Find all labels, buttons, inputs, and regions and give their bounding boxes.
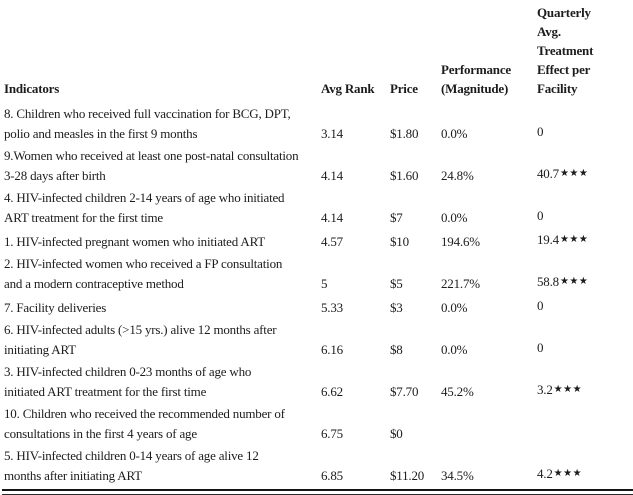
table-row: 10. Children who received the recommende…	[4, 404, 629, 444]
indicator-cell: 1. HIV-infected pregnant women who initi…	[4, 232, 321, 252]
indicator-cell: 10. Children who received the recommende…	[4, 404, 321, 444]
table-row: 6. HIV-infected adults (>15 yrs.) alive …	[4, 320, 629, 360]
indicator-line: polio and measles in the first 9 months	[4, 126, 198, 141]
table-row: 9.Women who received at least one post-n…	[4, 146, 629, 186]
effect-value: 3.2	[537, 382, 553, 397]
performance-value: 45.2%	[441, 384, 474, 399]
price-value: $10	[390, 234, 409, 249]
indicator-line: 2. HIV-infected women who received a FP …	[4, 256, 283, 271]
table-row: 3. HIV-infected children 0-23 months of …	[4, 362, 629, 402]
indicator-line: 4. HIV-infected children 2-14 years of a…	[4, 190, 285, 205]
avg-rank-value: 4.57	[321, 234, 343, 249]
effect-cell: 0	[537, 122, 629, 144]
effect-value: 58.8	[537, 274, 559, 289]
effect-value: 0	[537, 340, 544, 355]
indicator-cell: 8. Children who received full vaccinatio…	[4, 104, 321, 144]
indicator-cell: 7. Facility deliveries	[4, 298, 321, 318]
effect-value: 0	[537, 208, 544, 223]
indicator-line: 7. Facility deliveries	[4, 300, 107, 315]
price-value: $0	[390, 426, 403, 441]
performance-value: 24.8%	[441, 168, 474, 183]
avg-rank-value: 6.62	[321, 384, 343, 399]
effect-cell: 40.7★★★	[537, 164, 629, 186]
effect-cell: 4.2★★★	[537, 464, 629, 486]
table-row: 4. HIV-infected children 2-14 years of a…	[4, 188, 629, 228]
performance-value: 34.5%	[441, 468, 474, 483]
header-price: Price	[390, 81, 418, 96]
significance-stars: ★★★	[559, 234, 589, 245]
performance-value: 0.0%	[441, 210, 468, 225]
performance-value: 194.6%	[441, 234, 480, 249]
effect-value: 19.4	[537, 232, 559, 247]
performance-value: 0.0%	[441, 342, 468, 357]
indicator-cell: 9.Women who received at least one post-n…	[4, 146, 321, 186]
header-indicators: Indicators	[4, 81, 60, 96]
table-row: 5. HIV-infected children 0-14 years of a…	[4, 446, 629, 486]
significance-stars: ★★★	[559, 168, 589, 179]
indicator-cell: 4. HIV-infected children 2-14 years of a…	[4, 188, 321, 228]
table-row: 1. HIV-infected pregnant women who initi…	[4, 230, 629, 252]
avg-rank-value: 4.14	[321, 210, 343, 225]
significance-stars: ★★★	[553, 468, 583, 479]
price-value: $7.70	[390, 384, 419, 399]
performance-value: 221.7%	[441, 276, 480, 291]
effect-value: 0	[537, 124, 544, 139]
effect-value: 4.2	[537, 466, 553, 481]
indicator-line: 3-28 days after birth	[4, 168, 106, 183]
indicator-line: 9.Women who received at least one post-n…	[4, 148, 299, 163]
price-value: $1.60	[390, 168, 419, 183]
avg-rank-value: 6.85	[321, 468, 343, 483]
price-value: $11.20	[390, 468, 425, 483]
bottom-rule-thick	[2, 489, 633, 491]
header-performance: Performance (Magnitude)	[441, 62, 511, 96]
header-treatment-effect: Quarterly Avg. Treatment Effect per Faci…	[537, 5, 594, 96]
significance-stars: ★★★	[553, 384, 583, 395]
effect-value: 0	[537, 298, 544, 313]
avg-rank-value: 6.75	[321, 426, 343, 441]
effect-value: 40.7	[537, 166, 559, 181]
effect-cell: 0	[537, 338, 629, 360]
avg-rank-value: 3.14	[321, 126, 343, 141]
table-row: 7. Facility deliveries 5.33 $3 0.0% 0	[4, 296, 629, 318]
indicator-line: 5. HIV-infected children 0-14 years of a…	[4, 448, 259, 463]
avg-rank-value: 4.14	[321, 168, 343, 183]
effect-cell: 58.8★★★	[537, 272, 629, 294]
significance-stars: ★★★	[559, 276, 589, 287]
performance-value: 0.0%	[441, 126, 468, 141]
table-row: 8. Children who received full vaccinatio…	[4, 104, 629, 144]
indicator-cell: 2. HIV-infected women who received a FP …	[4, 254, 321, 294]
effect-cell: 0	[537, 296, 629, 318]
effect-cell: 0	[537, 206, 629, 228]
indicator-line: 8. Children who received full vaccinatio…	[4, 106, 291, 121]
avg-rank-value: 5.33	[321, 300, 343, 315]
table-row: 2. HIV-infected women who received a FP …	[4, 254, 629, 294]
avg-rank-value: 5	[321, 276, 328, 291]
table-header: Indicators Avg Rank Price Performance (M…	[4, 3, 629, 98]
effect-cell	[537, 422, 629, 444]
price-value: $3	[390, 300, 403, 315]
indicator-line: 1. HIV-infected pregnant women who initi…	[4, 234, 265, 249]
price-value: $1.80	[390, 126, 419, 141]
performance-value: 0.0%	[441, 300, 468, 315]
indicator-cell: 5. HIV-infected children 0-14 years of a…	[4, 446, 321, 486]
price-value: $7	[390, 210, 403, 225]
indicator-line: initiated ART treatment for the first ti…	[4, 384, 207, 399]
indicator-cell: 6. HIV-infected adults (>15 yrs.) alive …	[4, 320, 321, 360]
indicator-line: consultations in the first 4 years of ag…	[4, 426, 197, 441]
avg-rank-value: 6.16	[321, 342, 343, 357]
indicator-line: ART treatment for the first time	[4, 210, 164, 225]
indicator-line: and a modern contraceptive method	[4, 276, 184, 291]
indicator-line: initiating ART	[4, 342, 76, 357]
header-avg-rank: Avg Rank	[321, 81, 375, 96]
price-value: $8	[390, 342, 403, 357]
indicator-line: 6. HIV-infected adults (>15 yrs.) alive …	[4, 322, 277, 337]
indicator-line: 3. HIV-infected children 0-23 months of …	[4, 364, 252, 379]
price-value: $5	[390, 276, 403, 291]
indicator-line: 10. Children who received the recommende…	[4, 406, 285, 421]
effect-cell: 19.4★★★	[537, 230, 629, 252]
indicator-line: months after initiating ART	[4, 468, 142, 483]
effect-cell: 3.2★★★	[537, 380, 629, 402]
indicator-cell: 3. HIV-infected children 0-23 months of …	[4, 362, 321, 402]
